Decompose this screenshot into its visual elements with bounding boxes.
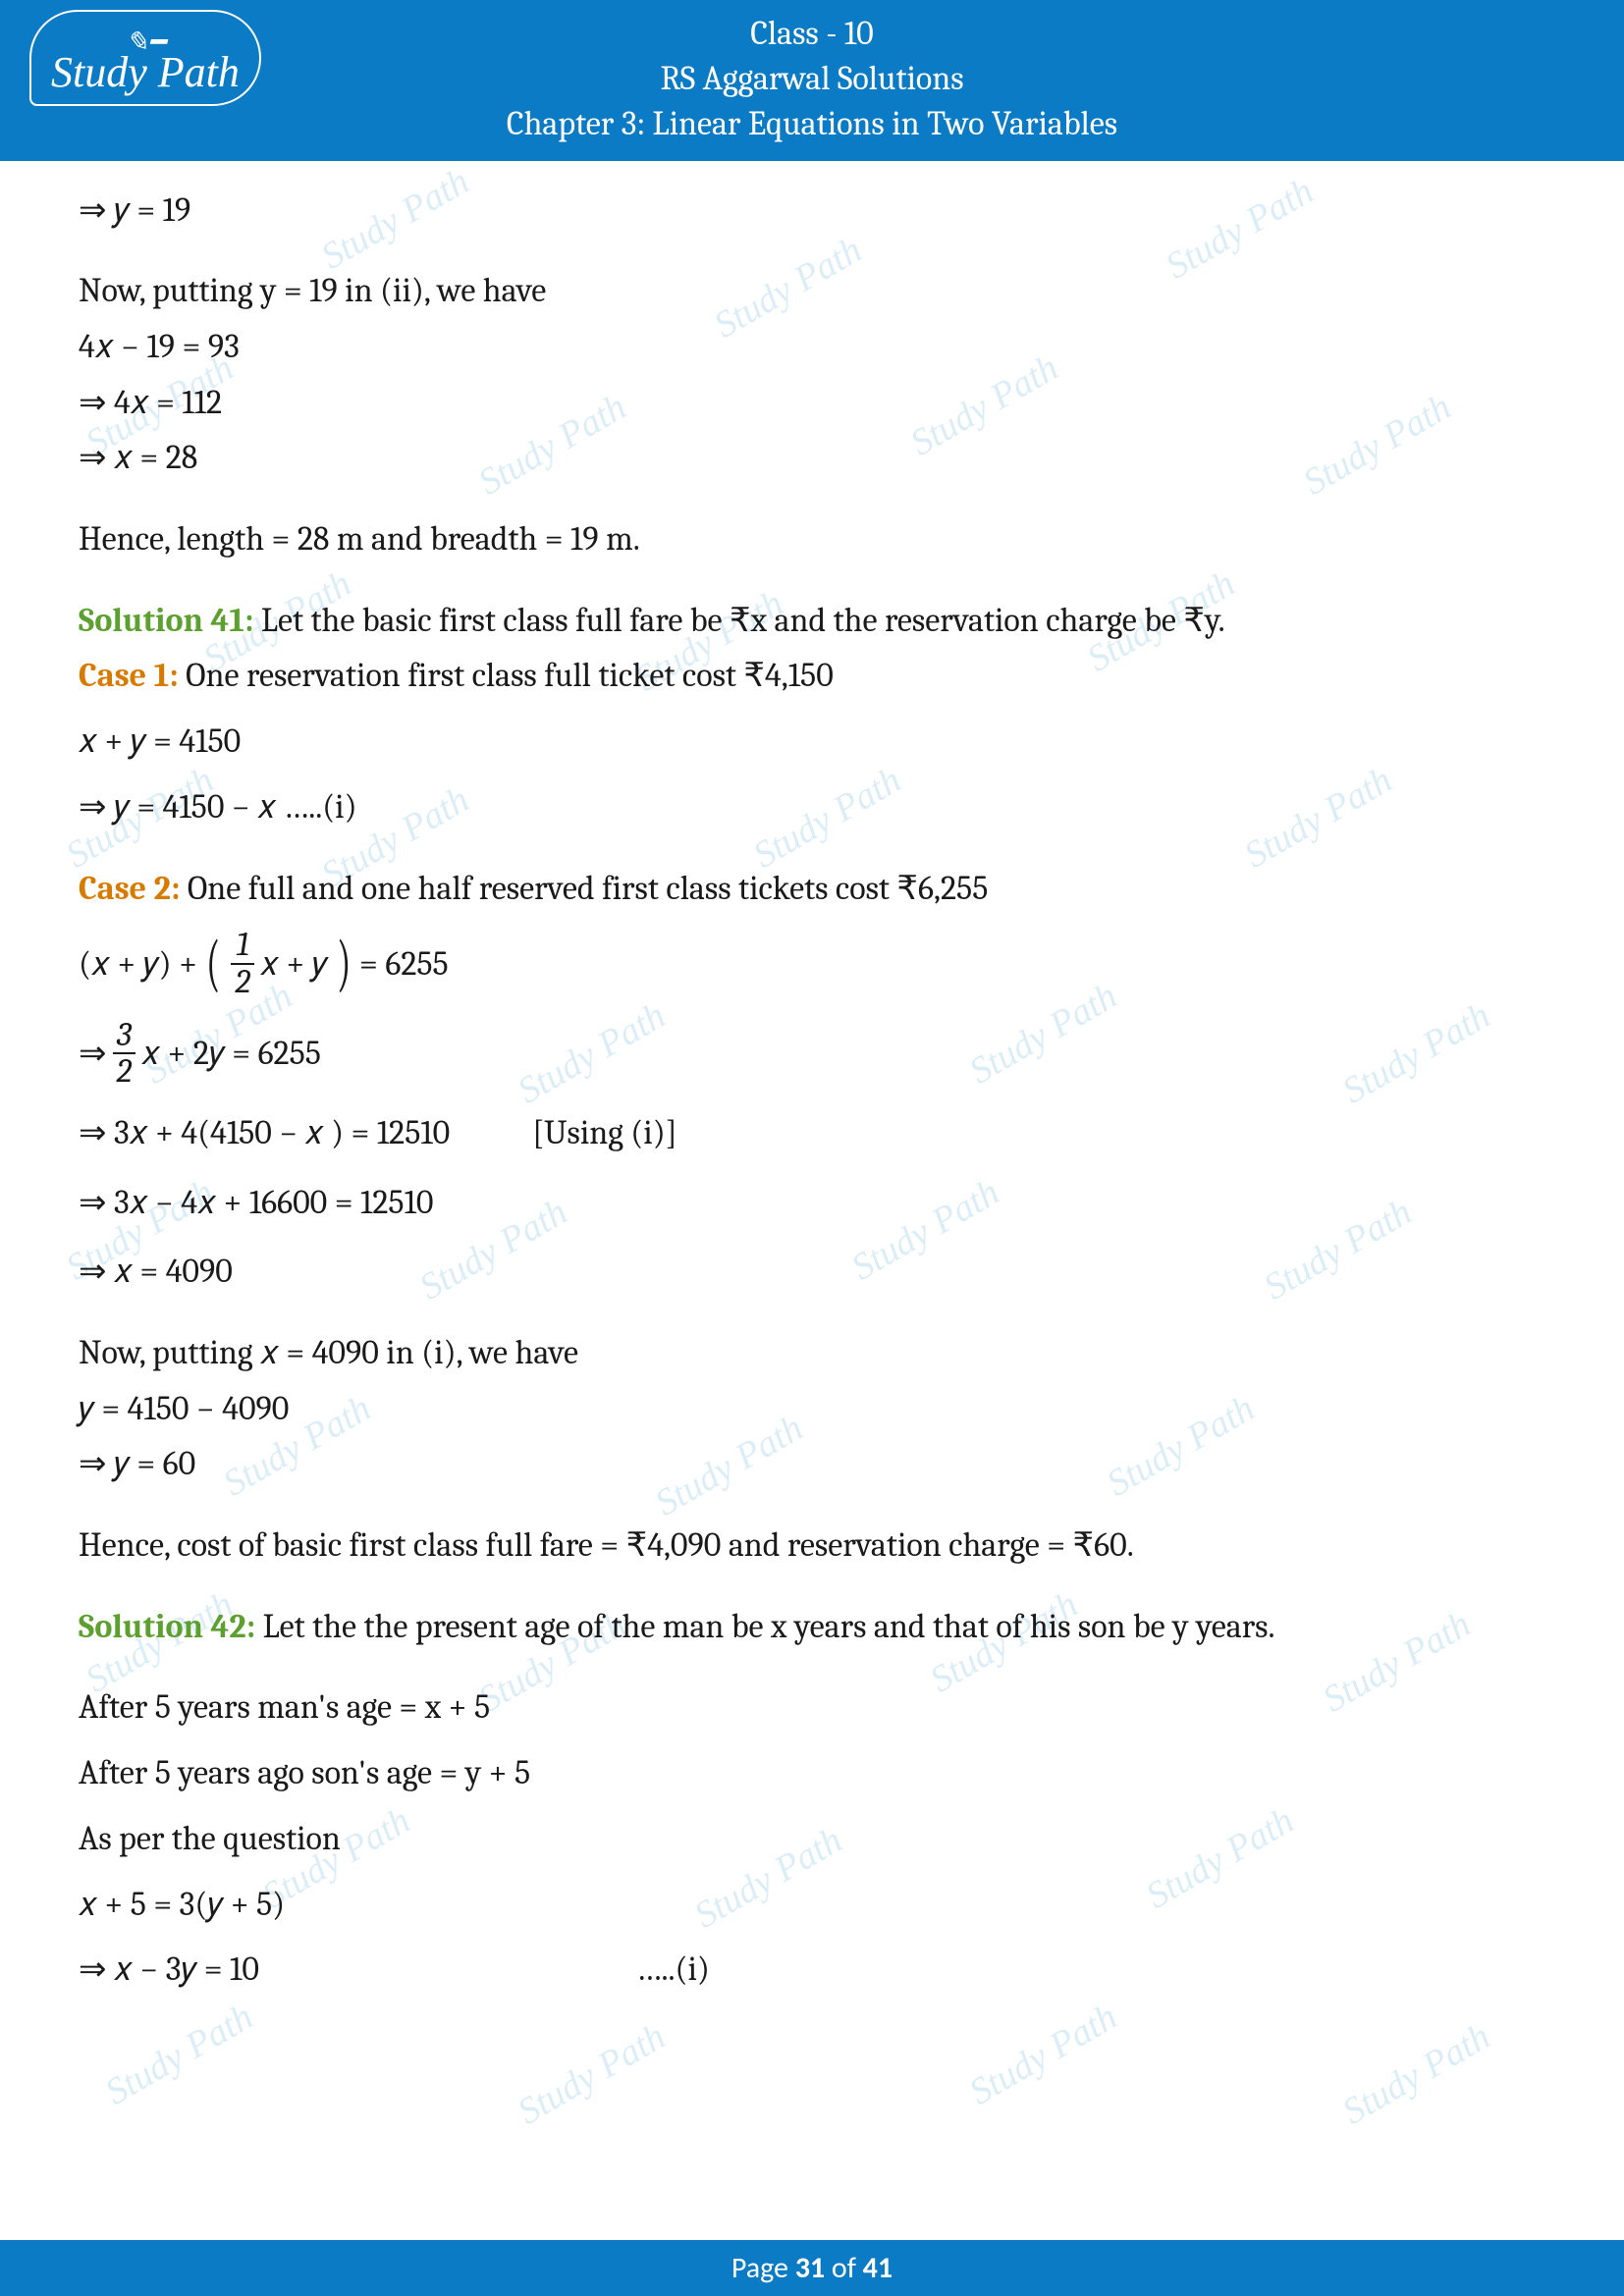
numerator: 1 <box>231 928 254 965</box>
equation-line: ⇒ 𝑦 = 60 <box>79 1438 1545 1490</box>
fraction: 1 2 <box>231 928 254 999</box>
eq-text: ⇒ 𝑥 − 3𝑦 = 10 <box>79 1944 259 1996</box>
page-footer: Page 31 of 41 <box>0 2240 1624 2296</box>
solution-label: Solution 42: <box>79 1607 255 1646</box>
denominator: 2 <box>113 1054 136 1090</box>
solution-41-intro: Solution 41: Let the basic first class f… <box>79 595 1545 647</box>
equation-line: ⇒ 𝑦 = 4150 − 𝑥 …..(i) <box>79 781 1545 833</box>
eq-text: ⇒ 3𝑥 + 4(4150 − 𝑥 ) = 12510 <box>79 1107 450 1159</box>
page-content: Study Path Study Path Study Path Study P… <box>0 161 1624 2242</box>
eq-prefix: ⇒ <box>79 1028 107 1080</box>
equation-line: ⇒ 4𝑥 = 112 <box>79 377 1545 429</box>
case-text: One full and one half reserved first cla… <box>180 869 988 908</box>
fraction: 3 2 <box>113 1018 136 1090</box>
body-text: After 5 years man's age = x + 5 <box>79 1682 1545 1734</box>
intro-text: Let the the present age of the man be x … <box>255 1607 1274 1646</box>
case-2-line: Case 2: One full and one half reserved f… <box>79 863 1545 915</box>
eq-ref: …..(i) <box>636 1944 710 1996</box>
equation-line: (𝑥 + 𝑦) + ( 1 2 𝑥 + 𝑦 ) = 6255 <box>79 928 1545 999</box>
equation-line: ⇒ 3𝑥 − 4𝑥 + 16600 = 12510 <box>79 1177 1545 1229</box>
equation-line: ⇒ 3 2 𝑥 + 2𝑦 = 6255 <box>79 1018 1545 1090</box>
eq-suffix: = 6255 <box>359 938 449 990</box>
equation-line: ⇒ 3𝑥 + 4(4150 − 𝑥 ) = 12510 [Using (i)] <box>79 1107 1545 1159</box>
case-text: One reservation first class full ticket … <box>179 656 834 695</box>
page-total: 41 <box>863 2250 893 2286</box>
denominator: 2 <box>231 965 254 1000</box>
case-label: Case 2: <box>79 869 180 908</box>
footer-prefix: Page <box>731 2250 795 2286</box>
body-text: As per the question <box>79 1813 1545 1865</box>
footer-sep: of <box>825 2250 863 2286</box>
case-label: Case 1: <box>79 656 179 695</box>
logo-text: Study Path <box>51 48 240 96</box>
study-path-logo: ✎━ Study Path <box>29 10 261 106</box>
equation-line: 𝑥 + 𝑦 = 4150 <box>79 716 1545 768</box>
equation-line: 𝑦 = 4150 − 4090 <box>79 1383 1545 1435</box>
case-1-line: Case 1: One reservation first class full… <box>79 650 1545 702</box>
equation-line: ⇒ 𝑥 = 28 <box>79 432 1545 484</box>
page-header: ✎━ Study Path Class - 10 RS Aggarwal Sol… <box>0 0 1624 161</box>
equation-line: ⇒ 𝑥 = 4090 <box>79 1246 1545 1298</box>
equation-line: ⇒ 𝑦 = 19 <box>79 185 1545 237</box>
watermark: Study Path <box>1331 2008 1501 2140</box>
conclusion-text: Hence, length = 28 m and breadth = 19 m. <box>79 513 1545 565</box>
solution-42-intro: Solution 42: Let the the present age of … <box>79 1601 1545 1653</box>
numerator: 3 <box>113 1018 136 1055</box>
eq-prefix: (𝑥 + 𝑦) + <box>79 938 197 990</box>
equation-line: 𝑥 + 5 = 3(𝑦 + 5) <box>79 1879 1545 1931</box>
body-text: Now, putting y = 19 in (ii), we have <box>79 265 1545 317</box>
using-ref: [Using (i)] <box>532 1107 677 1159</box>
watermark: Study Path <box>94 1989 264 2120</box>
conclusion-text: Hence, cost of basic first class full fa… <box>79 1520 1545 1572</box>
intro-text: Let the basic first class full fare be ₹… <box>253 601 1224 640</box>
solution-label: Solution 41: <box>79 601 253 640</box>
body-text: Now, putting 𝑥 = 4090 in (i), we have <box>79 1327 1545 1379</box>
eq-mid: 𝑥 + 𝑦 <box>260 938 328 990</box>
left-paren-icon: ( <box>206 938 221 988</box>
page-current: 31 <box>795 2250 825 2286</box>
right-paren-icon: ) <box>336 938 351 988</box>
watermark: Study Path <box>507 2008 677 2140</box>
eq-suffix: 𝑥 + 2𝑦 = 6255 <box>141 1028 321 1080</box>
equation-line: 4𝑥 − 19 = 93 <box>79 321 1545 373</box>
watermark: Study Path <box>958 1989 1128 2120</box>
equation-line: ⇒ 𝑥 − 3𝑦 = 10 …..(i) <box>79 1944 1545 1996</box>
header-chapter: Chapter 3: Linear Equations in Two Varia… <box>0 102 1624 147</box>
body-text: After 5 years ago son's age = y + 5 <box>79 1747 1545 1799</box>
